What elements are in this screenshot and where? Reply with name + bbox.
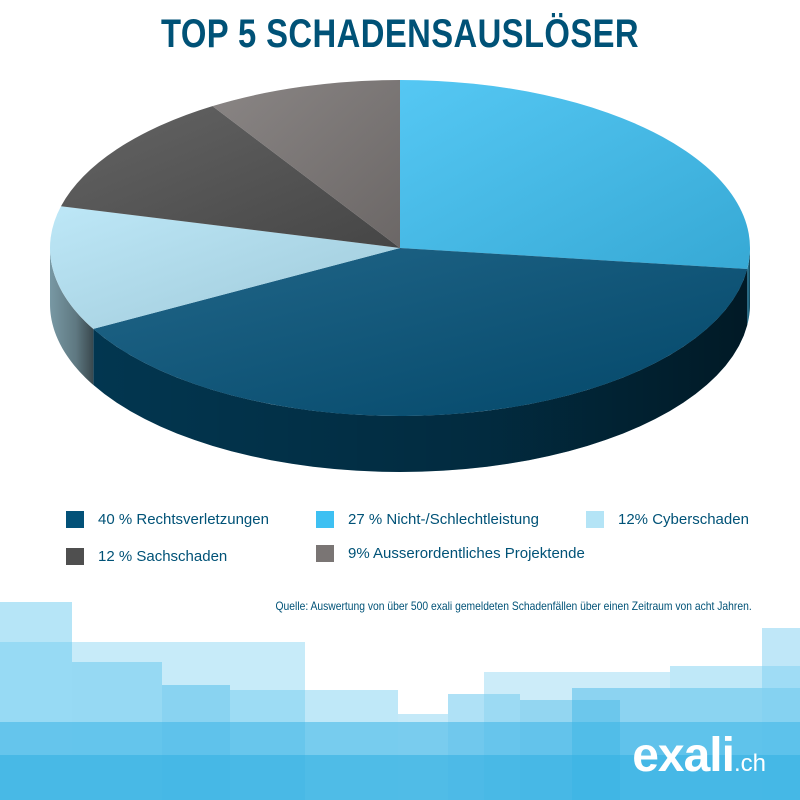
source-note: Quelle: Auswertung von über 500 exali ge…: [275, 599, 752, 613]
legend-label: 40 % Rechtsverletzungen: [98, 511, 269, 528]
legend-swatch: [316, 511, 334, 528]
pie-slice-shade: [93, 248, 748, 416]
logo-tld: .ch: [733, 750, 766, 777]
legend-label: 12% Cyberschaden: [618, 511, 749, 528]
pie-slice-shade: [212, 79, 400, 248]
legend-swatch: [66, 548, 84, 565]
pie-slice-shade: [400, 79, 751, 270]
exali-logo: exali.ch: [632, 728, 766, 783]
logo-main: exali: [632, 729, 735, 782]
legend-swatch: [316, 545, 334, 562]
legend-item-cyberschaden: 12% Cyberschaden: [586, 511, 749, 528]
legend-item-rechtsverletzungen: 40 % Rechtsverletzungen: [66, 511, 269, 528]
legend-item-sachschaden: 12 % Sachschaden: [66, 548, 227, 565]
pie-slice-shade: [50, 206, 400, 329]
pie-slice-shade: [61, 106, 400, 249]
chart-title: TOP 5 SCHADENSAUSLÖSER: [160, 12, 640, 56]
legend-item-projektende: 9% Ausserordentliches Projektende: [316, 545, 585, 562]
legend-swatch: [66, 511, 84, 528]
decorative-skyline-background: [0, 602, 800, 800]
pie-chart: [50, 79, 751, 472]
pie-side-cyberschaden: [50, 248, 94, 385]
pie-side-nicht-schlechtleistung: [747, 248, 750, 326]
legend-label: 12 % Sachschaden: [98, 548, 228, 565]
pie-side-rechtsverletzungen: [93, 269, 748, 472]
legend-item-nicht-schlechtleistung: 27 % Nicht-/Schlechtleistung: [316, 511, 539, 528]
legend-swatch: [586, 511, 604, 528]
legend-label: 9% Ausserordentliches Projektende: [348, 545, 585, 562]
legend-label: 27 % Nicht-/Schlechtleistung: [348, 511, 539, 528]
